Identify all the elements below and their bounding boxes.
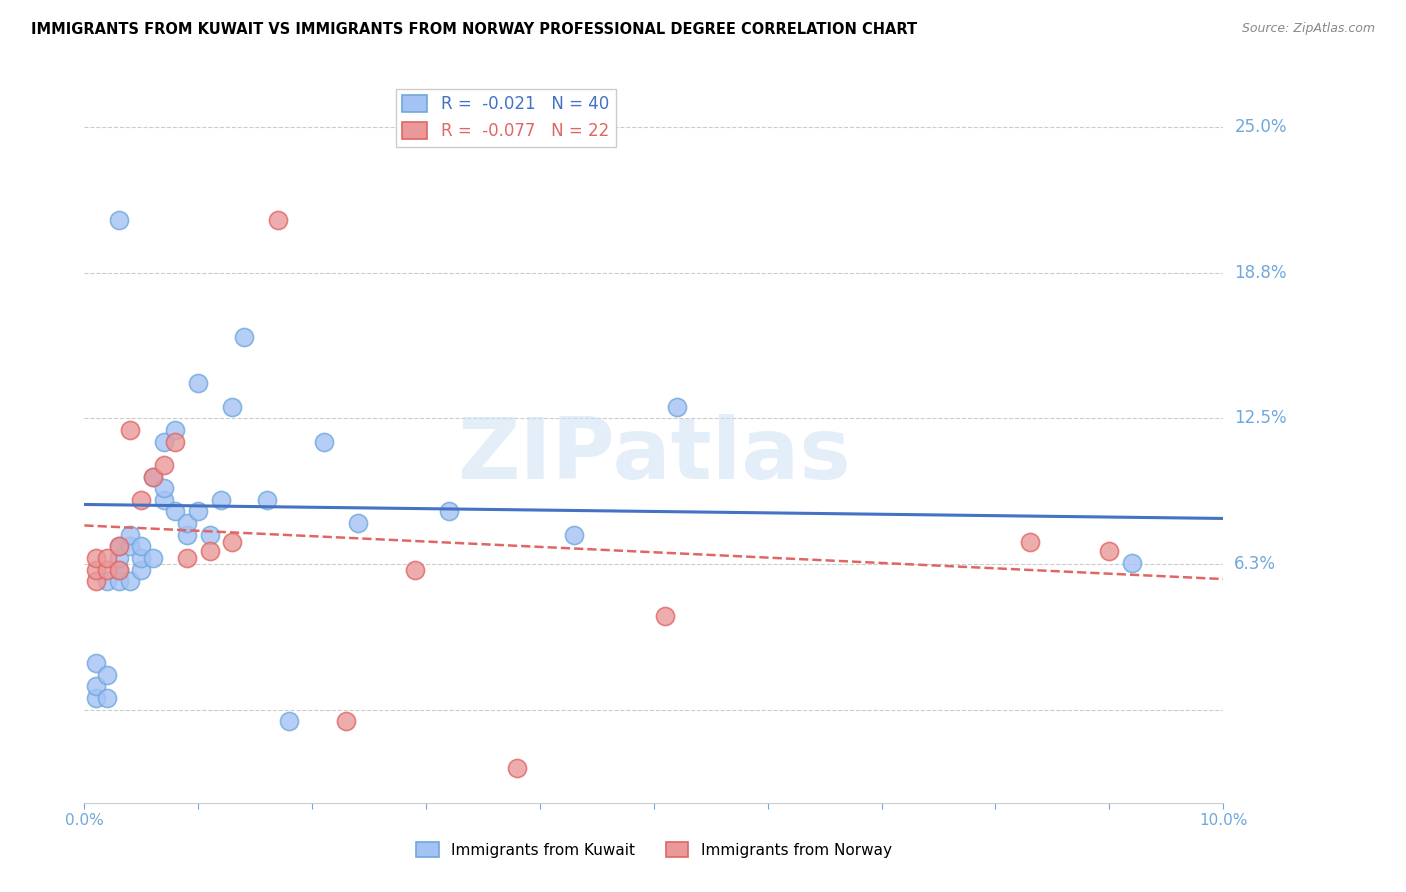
Point xyxy=(165,423,187,437)
Point xyxy=(176,528,198,542)
Point xyxy=(278,714,301,729)
Point xyxy=(346,516,368,530)
Point xyxy=(131,492,153,507)
Text: 12.5%: 12.5% xyxy=(1234,409,1286,427)
Point xyxy=(84,563,107,577)
Point xyxy=(118,528,141,542)
Text: ZIPatlas: ZIPatlas xyxy=(457,415,851,498)
Point xyxy=(107,540,129,554)
Point xyxy=(84,690,107,705)
Point xyxy=(437,504,460,518)
Legend: Immigrants from Kuwait, Immigrants from Norway: Immigrants from Kuwait, Immigrants from … xyxy=(409,836,898,863)
Point xyxy=(165,504,187,518)
Text: 6.3%: 6.3% xyxy=(1234,555,1277,573)
Point xyxy=(96,690,118,705)
Point xyxy=(153,434,176,449)
Point xyxy=(96,563,118,577)
Point xyxy=(221,400,243,414)
Point xyxy=(84,551,107,566)
Point xyxy=(107,551,129,566)
Point xyxy=(1121,556,1143,570)
Point xyxy=(96,551,118,566)
Point xyxy=(165,434,187,449)
Point xyxy=(221,534,243,549)
Point xyxy=(335,714,357,729)
Point xyxy=(96,667,118,681)
Point xyxy=(1018,534,1040,549)
Point xyxy=(84,574,107,589)
Point xyxy=(118,574,141,589)
Point xyxy=(267,213,290,227)
Point xyxy=(404,563,426,577)
Point xyxy=(107,540,129,554)
Point xyxy=(107,563,129,577)
Point xyxy=(142,551,165,566)
Point xyxy=(131,540,153,554)
Point xyxy=(665,400,688,414)
Point xyxy=(107,213,129,227)
Point xyxy=(198,544,221,558)
Text: 25.0%: 25.0% xyxy=(1234,118,1286,136)
Point xyxy=(107,574,129,589)
Point xyxy=(176,516,198,530)
Point xyxy=(84,679,107,693)
Point xyxy=(107,563,129,577)
Point xyxy=(187,376,209,391)
Point xyxy=(312,434,335,449)
Point xyxy=(84,656,107,670)
Text: IMMIGRANTS FROM KUWAIT VS IMMIGRANTS FROM NORWAY PROFESSIONAL DEGREE CORRELATION: IMMIGRANTS FROM KUWAIT VS IMMIGRANTS FRO… xyxy=(31,22,917,37)
Point xyxy=(209,492,232,507)
Point xyxy=(96,574,118,589)
Point xyxy=(654,609,676,624)
Text: Source: ZipAtlas.com: Source: ZipAtlas.com xyxy=(1241,22,1375,36)
Point xyxy=(562,528,585,542)
Point xyxy=(142,469,165,483)
Point xyxy=(153,458,176,472)
Text: 18.8%: 18.8% xyxy=(1234,263,1286,282)
Point xyxy=(256,492,278,507)
Point xyxy=(131,551,153,566)
Point xyxy=(506,761,529,775)
Point xyxy=(176,551,198,566)
Point xyxy=(187,504,209,518)
Point xyxy=(232,329,254,343)
Point xyxy=(153,481,176,495)
Point xyxy=(153,492,176,507)
Point xyxy=(118,423,141,437)
Point xyxy=(118,540,141,554)
Point xyxy=(131,563,153,577)
Point xyxy=(1098,544,1121,558)
Point xyxy=(198,528,221,542)
Point xyxy=(142,469,165,483)
